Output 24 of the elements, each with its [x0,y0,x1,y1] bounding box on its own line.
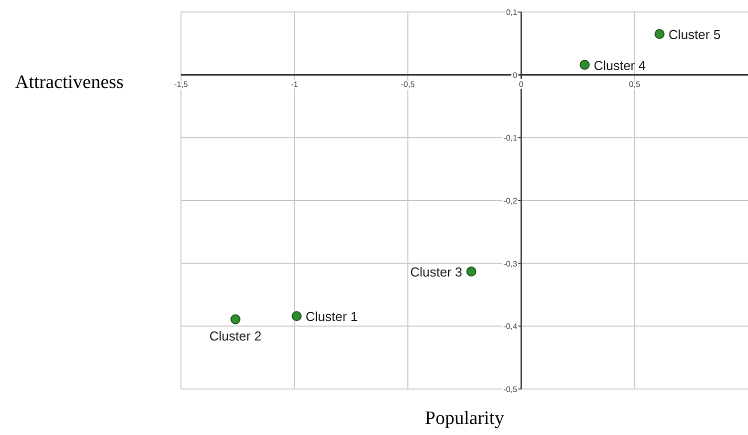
point [292,311,302,322]
y-tick-label: -0,4 [503,322,518,332]
y-tick-label: -0,1 [503,134,518,143]
y-tick-label: -0,3 [503,259,518,268]
annotation: Cluster 1 [306,309,358,324]
point [466,266,476,277]
y-axis-title: Attractiveness [15,72,124,94]
annotation: Cluster 4 [594,58,646,73]
x-axis-title: Popularity [424,408,506,430]
x-tick-label: -0,5 [400,80,416,89]
y-tick-label: 0 [512,70,518,80]
y-tick-label: -0,2 [503,196,518,206]
point [580,60,590,70]
y-tick-label: -0,5 [503,385,518,394]
point [654,28,665,39]
point [230,314,240,324]
x-tick-label: 0,5 [629,80,641,89]
annotation: Cluster 2 [209,328,262,344]
annotation: Cluster 5 [668,26,721,42]
annotation: Cluster 3 [410,264,462,280]
x-tick-label: -1,5 [174,80,188,89]
x-tick-label: 0 [518,80,524,89]
x-tick-label: -1 [290,80,298,89]
y-tick-label: 0,1 [506,8,518,17]
